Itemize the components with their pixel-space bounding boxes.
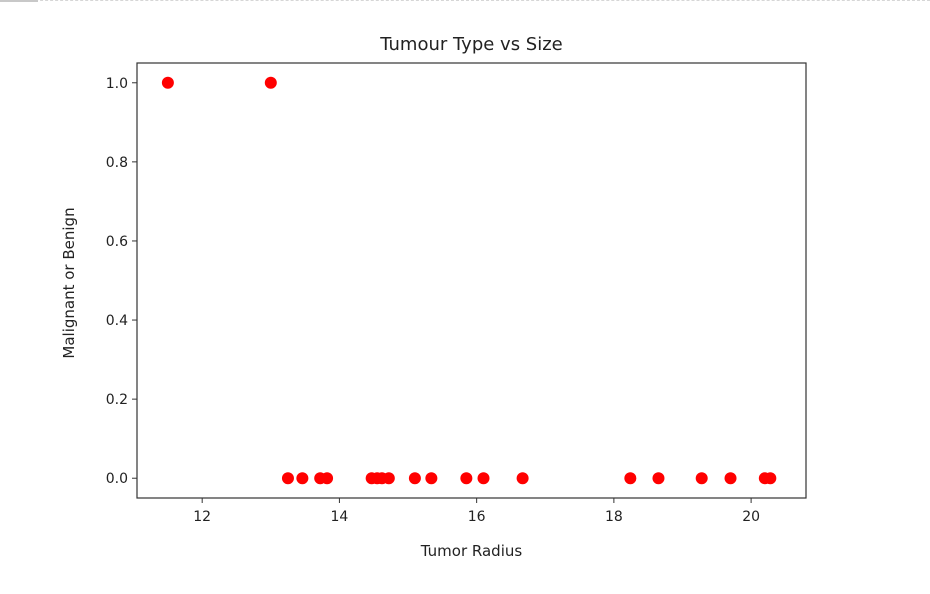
y-tick-label: 0.0 — [106, 471, 128, 487]
data-point — [382, 472, 395, 485]
cell-separator — [0, 0, 930, 1]
cell-separator-stub — [0, 0, 38, 2]
data-point — [516, 472, 529, 485]
data-point — [764, 472, 777, 485]
y-axis-label: Malignant or Benign — [60, 207, 78, 358]
data-point — [624, 472, 637, 485]
plot-frame — [136, 62, 807, 499]
data-point — [477, 472, 490, 485]
data-point — [724, 472, 737, 485]
data-point — [695, 472, 708, 485]
data-points — [161, 76, 777, 485]
x-tick-label: 20 — [742, 509, 760, 525]
data-point — [425, 472, 438, 485]
x-tick-label: 16 — [468, 509, 486, 525]
x-tick-label: 18 — [605, 509, 623, 525]
data-point — [652, 472, 665, 485]
y-tick-label: 0.2 — [106, 392, 128, 408]
y-tick-label: 1.0 — [106, 76, 128, 92]
x-axis-label: Tumor Radius — [420, 542, 523, 560]
y-tick-label: 0.6 — [106, 234, 128, 250]
data-point — [321, 472, 334, 485]
data-point — [408, 472, 421, 485]
data-point — [296, 472, 309, 485]
chart-title: Tumour Type vs Size — [379, 34, 563, 55]
y-tick-label: 0.8 — [106, 155, 128, 171]
y-tick-label: 0.4 — [106, 313, 128, 329]
data-point — [281, 472, 294, 485]
x-tick-label: 12 — [193, 509, 211, 525]
plot-axes: 12 14 16 18 20 0.0 0.2 0.4 0.6 0.8 1.0 — [106, 62, 807, 525]
x-tick-label: 14 — [331, 509, 349, 525]
data-point — [264, 76, 277, 89]
data-point — [460, 472, 473, 485]
data-point — [161, 76, 174, 89]
